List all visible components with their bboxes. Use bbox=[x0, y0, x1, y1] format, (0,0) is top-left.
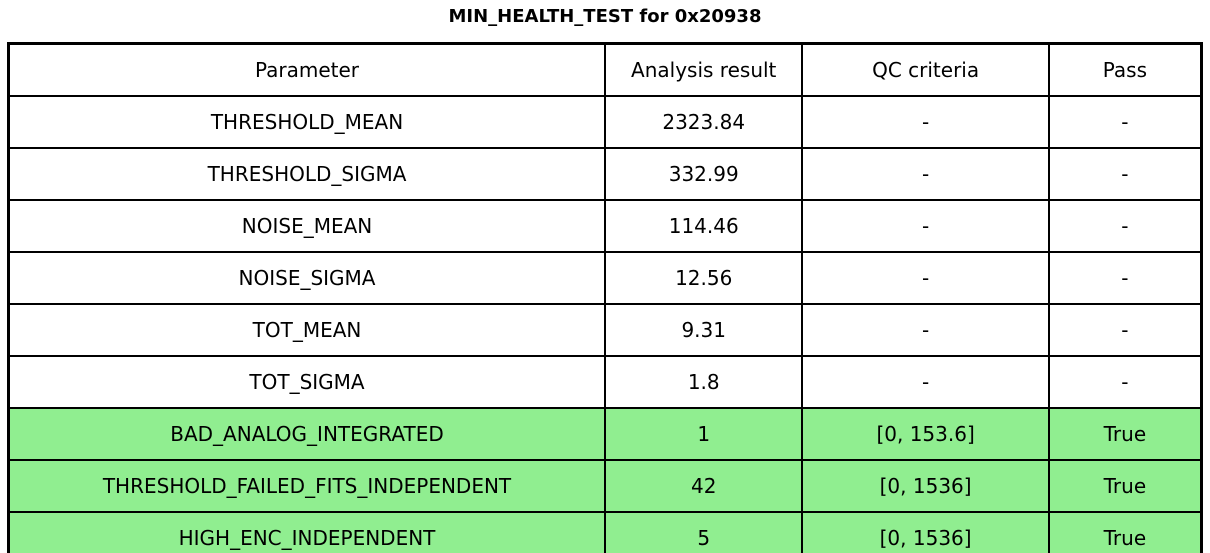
header-cell-pass: Pass bbox=[1047, 42, 1203, 97]
cell-analysis-result: 12.56 bbox=[603, 251, 804, 305]
cell-qc-criteria: - bbox=[801, 355, 1050, 409]
table-row: THRESHOLD_MEAN 2323.84 - - bbox=[7, 95, 1203, 149]
table-row: THRESHOLD_SIGMA 332.99 - - bbox=[7, 147, 1203, 201]
cell-parameter: TOT_MEAN bbox=[7, 303, 606, 357]
cell-parameter: NOISE_MEAN bbox=[7, 199, 606, 253]
cell-parameter: HIGH_ENC_INDEPENDENT bbox=[7, 511, 606, 553]
cell-qc-criteria: [0, 1536] bbox=[801, 511, 1050, 553]
cell-qc-criteria: [0, 1536] bbox=[801, 459, 1050, 513]
cell-parameter: THRESHOLD_MEAN bbox=[7, 95, 606, 149]
cell-pass: True bbox=[1047, 511, 1203, 553]
figure-title: MIN_HEALTH_TEST for 0x20938 bbox=[448, 6, 762, 27]
table-row: NOISE_MEAN 114.46 - - bbox=[7, 199, 1203, 253]
table-row: HIGH_ENC_INDEPENDENT 5 [0, 1536] True bbox=[7, 511, 1203, 553]
cell-pass: - bbox=[1047, 251, 1203, 305]
cell-parameter: BAD_ANALOG_INTEGRATED bbox=[7, 407, 606, 461]
cell-analysis-result: 332.99 bbox=[603, 147, 804, 201]
cell-parameter: TOT_SIGMA bbox=[7, 355, 606, 409]
cell-pass: - bbox=[1047, 355, 1203, 409]
cell-parameter: THRESHOLD_FAILED_FITS_INDEPENDENT bbox=[7, 459, 606, 513]
table-body: THRESHOLD_MEAN 2323.84 - - THRESHOLD_SIG… bbox=[7, 95, 1203, 553]
cell-pass: True bbox=[1047, 459, 1203, 513]
cell-analysis-result: 5 bbox=[603, 511, 804, 553]
header-cell-qc-criteria: QC criteria bbox=[801, 42, 1050, 97]
table-row: TOT_SIGMA 1.8 - - bbox=[7, 355, 1203, 409]
header-cell-analysis-result: Analysis result bbox=[603, 42, 804, 97]
cell-qc-criteria: - bbox=[801, 251, 1050, 305]
cell-analysis-result: 9.31 bbox=[603, 303, 804, 357]
cell-analysis-result: 1.8 bbox=[603, 355, 804, 409]
cell-qc-criteria: - bbox=[801, 95, 1050, 149]
cell-qc-criteria: - bbox=[801, 147, 1050, 201]
table-row: BAD_ANALOG_INTEGRATED 1 [0, 153.6] True bbox=[7, 407, 1203, 461]
cell-pass: - bbox=[1047, 303, 1203, 357]
table-row: NOISE_SIGMA 12.56 - - bbox=[7, 251, 1203, 305]
cell-parameter: THRESHOLD_SIGMA bbox=[7, 147, 606, 201]
cell-qc-criteria: - bbox=[801, 199, 1050, 253]
table-header: Parameter Analysis result QC criteria Pa… bbox=[7, 42, 1203, 97]
qc-results-table: Parameter Analysis result QC criteria Pa… bbox=[7, 42, 1203, 553]
cell-qc-criteria: [0, 153.6] bbox=[801, 407, 1050, 461]
cell-pass: - bbox=[1047, 95, 1203, 149]
cell-analysis-result: 42 bbox=[603, 459, 804, 513]
cell-pass: - bbox=[1047, 147, 1203, 201]
cell-qc-criteria: - bbox=[801, 303, 1050, 357]
cell-parameter: NOISE_SIGMA bbox=[7, 251, 606, 305]
header-row: Parameter Analysis result QC criteria Pa… bbox=[7, 42, 1203, 97]
table-row: TOT_MEAN 9.31 - - bbox=[7, 303, 1203, 357]
cell-pass: - bbox=[1047, 199, 1203, 253]
cell-analysis-result: 2323.84 bbox=[603, 95, 804, 149]
header-cell-parameter: Parameter bbox=[7, 42, 606, 97]
cell-analysis-result: 114.46 bbox=[603, 199, 804, 253]
cell-pass: True bbox=[1047, 407, 1203, 461]
table-row: THRESHOLD_FAILED_FITS_INDEPENDENT 42 [0,… bbox=[7, 459, 1203, 513]
cell-analysis-result: 1 bbox=[603, 407, 804, 461]
